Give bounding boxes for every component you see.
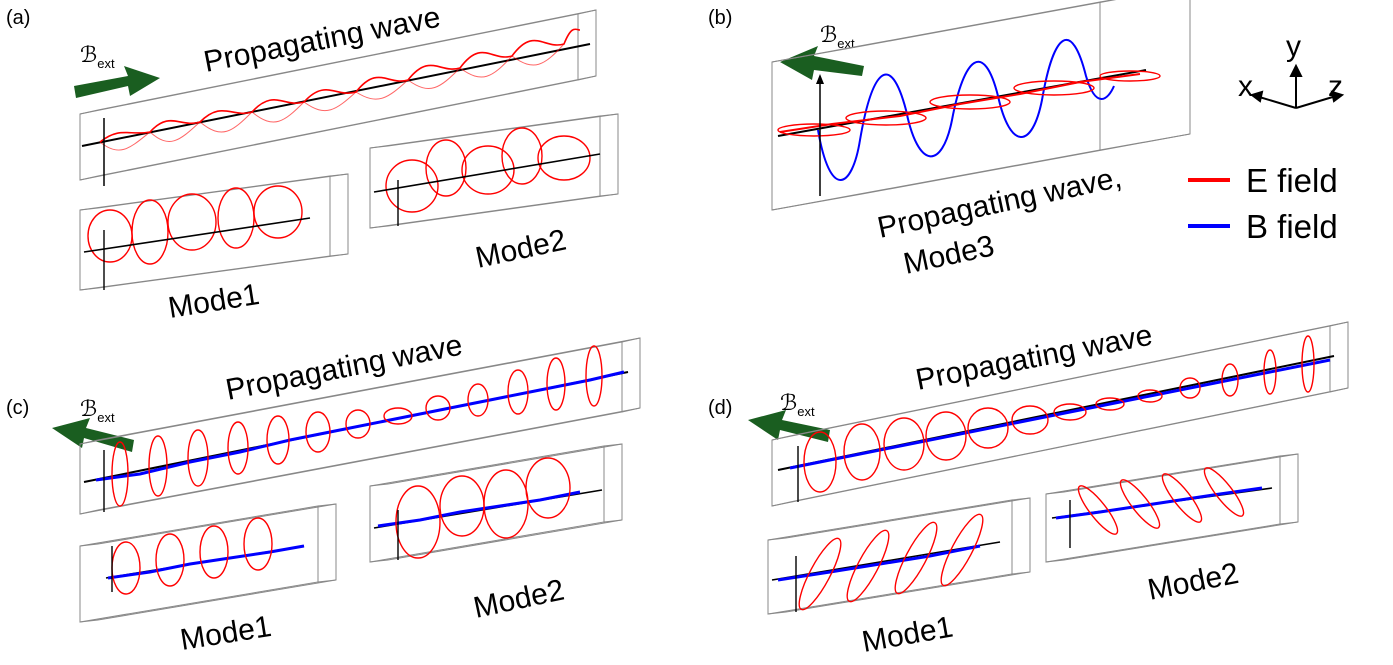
panel-c: (c) ℬext — [6, 329, 641, 657]
panel-b-label: (b) — [708, 7, 732, 29]
panel-d-mode2-caption: Mode2 — [1145, 557, 1241, 607]
panel-d-main-wave — [777, 335, 1335, 502]
panel-d-mode2-box — [1045, 453, 1299, 563]
panel-c-main-wave — [83, 345, 629, 512]
panel-c-mode1-box — [79, 503, 337, 623]
bext-arrow-icon — [74, 66, 160, 98]
panel-d: (d) ℬext — [708, 319, 1349, 659]
panel-d-main-caption: Propagating wave — [913, 319, 1155, 397]
panel-c-mode1-caption: Mode1 — [178, 610, 274, 657]
panel-b-box — [771, 0, 1191, 211]
panel-a-mode2-caption: Mode2 — [473, 223, 570, 274]
panel-c-mode2-box — [369, 443, 623, 563]
panel-d-mode1-caption: Mode1 — [859, 610, 955, 658]
bext-arrow-icon — [780, 46, 864, 80]
axis-x-label: x — [1238, 70, 1253, 103]
panel-a-mode1-wave — [83, 185, 311, 290]
panel-b: (b) ℬext Propagating wave, Mode3 — [708, 0, 1345, 281]
panel-a-mode2-box — [369, 113, 619, 229]
panel-a-mode2-wave — [373, 127, 601, 226]
bext-label: ℬext — [80, 43, 115, 71]
panel-a-mode1-caption: Mode1 — [166, 278, 262, 325]
panel-a-main-box — [79, 9, 597, 181]
panel-c-main-box — [79, 337, 641, 515]
legend-label-b-field: B field — [1246, 208, 1338, 245]
panel-c-main-caption: Propagating wave — [223, 329, 465, 407]
panel-a: (a) ℬext Propagating wave — [6, 1, 619, 325]
legend-label-e-field: E field — [1246, 162, 1338, 199]
panel-a-main-caption: Propagating wave — [201, 1, 443, 79]
panel-b-caption-line1: Propagating wave, — [875, 161, 1125, 245]
panel-d-mode1-wave — [771, 513, 1001, 612]
panel-d-mode1-box — [767, 497, 1031, 615]
axes-icon — [1249, 63, 1345, 109]
axis-y-label: y — [1286, 30, 1301, 63]
panel-c-mode2-wave — [373, 457, 603, 560]
panel-d-label: (d) — [708, 397, 732, 419]
bext-label: ℬext — [80, 397, 115, 425]
bext-arrow-icon — [748, 410, 830, 442]
panel-c-mode1-wave — [105, 517, 305, 595]
panel-c-mode2-caption: Mode2 — [471, 573, 568, 624]
legend: E field B field — [1188, 162, 1338, 245]
panel-a-label: (a) — [6, 7, 30, 29]
panel-d-main-box — [771, 321, 1349, 507]
axis-z-label: z — [1328, 70, 1343, 103]
panel-a-mode1-box — [79, 173, 349, 291]
panel-d-mode2-wave — [1051, 467, 1273, 548]
panel-a-main-wave — [81, 28, 591, 186]
panel-b-wave — [777, 39, 1161, 196]
bext-label: ℬext — [820, 23, 855, 51]
bext-arrow-icon — [52, 418, 134, 452]
panel-c-label: (c) — [6, 397, 29, 419]
bext-label: ℬext — [780, 391, 815, 419]
